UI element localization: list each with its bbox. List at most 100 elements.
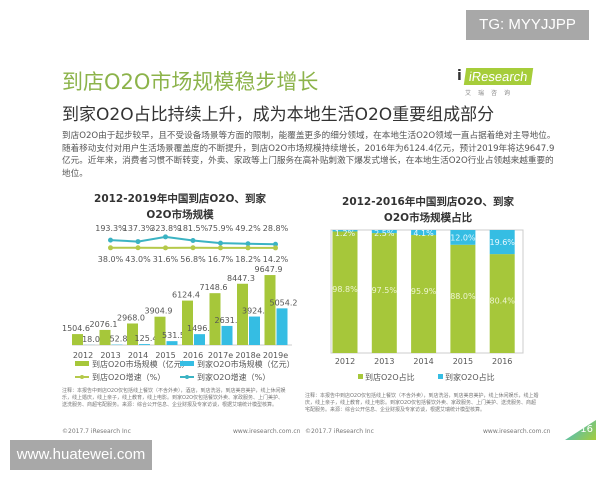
growth-daodian-label: 38.0% [98,255,124,264]
chart-title: O2O市场规模占比 [384,211,473,224]
legend-label: 到店O2O市场规模（亿元） [92,359,190,369]
bar-label: 1496.1 [187,324,215,333]
bar-label: 2.5% [374,229,395,238]
bar-daodian [237,283,248,345]
growth-daojia-label: 28.8% [263,224,289,233]
bar-label: 1.2% [335,229,356,238]
bar-daojia [166,341,178,345]
left-url: www.iresearch.com.cn [233,428,301,435]
growth-daodian-point [135,245,141,251]
chart-title: 2012-2016年中国到店O2O、到家 [342,195,514,208]
bar-daodian [99,329,111,345]
bar-daodian-share [489,254,515,353]
legend-swatch [185,375,189,379]
x-tick-label: 2013 [100,351,120,360]
bar-daojia-share [411,230,437,236]
legend-swatch [180,361,194,366]
growth-daojia-point [245,241,251,247]
bar-label: 18.0 [82,335,100,344]
bar-daodian [154,316,166,345]
bar-daodian [182,300,193,345]
growth-daodian-label: 14.2% [263,255,289,264]
bar-daojia-share [450,230,476,245]
right-url: www.iresearch.com.cn [483,428,551,435]
bar-daojia [249,316,260,345]
x-tick-label: 2014 [413,357,433,366]
growth-daojia-label: 193.3% [95,224,126,233]
bar-daojia [221,325,233,345]
right-chart-note: 注释：本报告中到店O2O仅包括线上餐饮（不含外卖），到店洗浴，到店美容美护，线上… [305,393,539,413]
bar-daodian-share [332,231,358,353]
bar-label: 2631.2 [215,316,243,325]
bar-label: 2968.0 [117,313,145,322]
watermark-top: TG: MYYJJPP [466,10,589,40]
growth-daodian-label: 18.2% [235,255,261,264]
x-tick-label: 2014 [128,351,148,360]
growth-daodian-point [190,245,196,251]
growth-daojia-point [163,234,168,240]
bar-daodian-share [411,235,437,353]
bar-label: 2076.1 [90,320,118,329]
x-tick-label: 2012 [335,357,355,366]
bar-daodian-share [450,244,476,353]
growth-daodian-label: 56.8% [180,255,206,264]
right-copyright: ©2017.7 iResearch Inc [305,428,374,435]
iresearch-logo: i iResearch 艾瑞咨询 [455,66,545,98]
growth-daojia-point [190,237,196,243]
bar-label: 3924.9 [242,307,270,316]
left-chart-note: 注释：本报告中到店O2O仅包括线上餐饮（不含外卖），酒店，到店洗浴，到店美容美护… [62,388,286,408]
bar-label: 95.9% [411,287,437,296]
bar-daojia-share [332,230,358,232]
growth-daojia-point [135,239,141,245]
growth-daojia-label: 75.9% [208,224,234,233]
growth-daojia-point [218,240,223,246]
bar-label: 7148.6 [200,283,228,292]
bar-label: 88.0% [450,292,476,301]
growth-daodian-point [218,245,223,251]
page-subtitle: 到家O2O占比持续上升，成为本地生活O2O重要组成部分 [62,105,495,125]
bar-daojia-share [371,230,397,234]
growth-daojia-label: 181.5% [178,224,209,233]
legend-label: 到家O2O市场规模（亿元） [197,359,295,369]
bar-label: 531.5 [162,331,185,340]
growth-daodian-label: 43.0% [125,255,151,264]
x-tick-label: 2015 [453,357,473,366]
legend-swatch [80,375,84,379]
bar-daojia-share [489,230,515,255]
bar-label: 80.4% [489,297,515,306]
growth-daodian-point [163,245,168,251]
growth-daojia-point [108,237,113,243]
watermark-bottom: www.huatewei.com [10,440,152,470]
x-tick-label: 2016 [492,357,512,366]
bar-daodian [209,293,221,345]
bar-label: 12.0% [450,233,476,242]
bar-daodian-share [371,233,397,353]
bar-daodian [127,323,138,345]
chart-title: 2012-2019年中国到店O2O、到家 [94,192,266,205]
legend-label: 到店O2O增速（%） [92,372,165,382]
growth-daodian-label: 31.6% [153,255,179,264]
legend-swatch [75,361,89,366]
x-tick-label: 2017e [208,351,233,360]
bar-label: 4.1% [413,229,434,238]
legend-swatch [438,374,443,379]
x-tick-label: 2015 [155,351,175,360]
bar-label: 5054.2 [270,298,298,307]
bar-label: 125.4 [135,334,158,343]
chart-title: O2O市场规模 [146,208,214,221]
x-tick-label: 2013 [374,357,394,366]
bar-daodian [264,275,276,345]
x-tick-label: 2012 [73,351,93,360]
bar-label: 52.8 [110,335,128,344]
bar-label: 19.6% [489,238,515,247]
x-tick-label: 2019e [263,351,288,360]
growth-daojia-point [273,241,278,247]
bar-daodian [72,334,83,345]
growth-daodian-point [245,245,251,251]
x-tick-label: 2016 [183,351,203,360]
bar-label: 98.8% [332,285,358,294]
legend-label: 到家O2O增速（%） [197,372,270,382]
intro-paragraph: 到店O2O由于起步较早，且不受设备场景等方面的限制，能覆盖更多的细分领域，在本地… [62,131,556,179]
bar-daojia [139,344,150,345]
